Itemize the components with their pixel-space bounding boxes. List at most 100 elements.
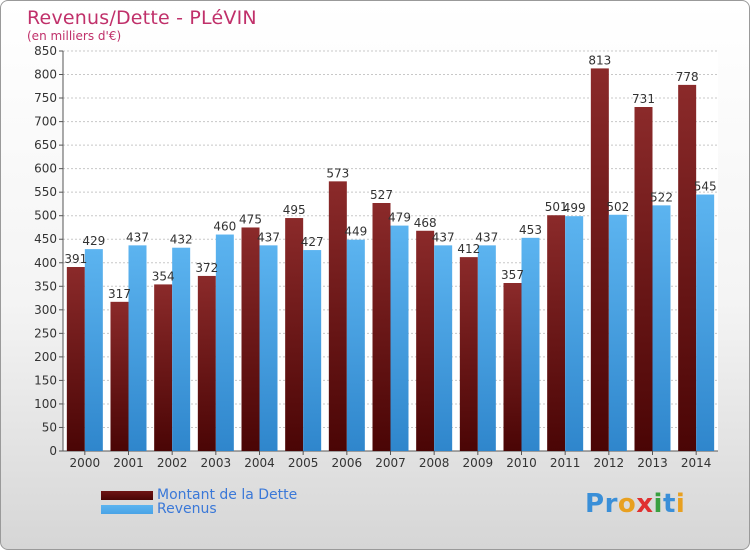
bar-revenue [390,225,409,451]
data-label-debt: 778 [676,70,699,84]
brand-letter: x [636,489,654,519]
data-label-debt: 391 [64,252,87,266]
y-tick-label: 50 [42,420,57,434]
bar-debt [459,257,478,451]
data-label-debt: 412 [457,242,480,256]
data-label-revenue: 437 [126,230,149,244]
data-label-debt: 731 [632,92,655,106]
y-tick-label: 650 [34,138,57,152]
y-tick-label: 550 [34,185,57,199]
data-label-revenue: 437 [257,230,280,244]
x-tick-label: 2008 [419,456,450,470]
y-tick-label: 250 [34,326,57,340]
x-tick-label: 2009 [463,456,494,470]
data-label-debt: 813 [588,53,611,67]
data-label-debt: 372 [195,261,218,275]
data-label-revenue: 432 [170,233,193,247]
y-tick-label: 500 [34,209,57,223]
data-label-revenue: 499 [563,201,586,215]
legend-label-debt: Montant de la Dette [157,487,298,503]
bar-revenue [477,245,496,451]
data-label-revenue: 545 [694,180,717,194]
data-label-revenue: 449 [344,225,367,239]
data-label-revenue: 429 [82,234,105,248]
bar-debt [547,215,566,451]
bar-debt [678,84,697,451]
data-label-revenue: 522 [650,190,673,204]
bar-revenue [565,216,584,451]
bar-revenue [652,205,671,451]
bar-debt [503,283,522,451]
x-tick-label: 2002 [157,456,188,470]
bar-revenue [608,214,627,451]
y-tick-label: 350 [34,279,57,293]
data-label-revenue: 502 [606,200,629,214]
legend-item-revenue: Revenus [101,502,297,516]
data-label-revenue: 479 [388,211,411,225]
bar-debt [590,68,609,451]
brand-letter: r [604,489,618,519]
y-tick-label: 200 [34,350,57,364]
y-tick-label: 300 [34,303,57,317]
legend-item-debt: Montant de la Dette [101,488,297,502]
bar-debt [328,181,347,451]
bar-debt [154,284,173,451]
x-tick-label: 2006 [332,456,363,470]
bar-revenue [84,249,103,451]
chart-title: Revenus/Dette - PLéVIN [27,7,257,29]
brand-letter: i [675,489,686,519]
data-label-revenue: 437 [432,230,455,244]
bar-debt [110,301,129,451]
bar-debt [416,230,435,451]
y-tick-label: 750 [34,91,57,105]
y-tick-label: 800 [34,68,57,82]
chart-subtitle: (en milliers d'€) [27,29,122,43]
bar-debt [634,107,653,451]
legend-swatch-debt [101,490,153,500]
bar-revenue [434,245,453,451]
x-tick-label: 2007 [375,456,406,470]
y-tick-label: 700 [34,115,57,129]
data-label-revenue: 460 [213,220,236,234]
x-tick-label: 2011 [550,456,581,470]
data-label-debt: 354 [152,269,175,283]
bar-revenue [128,245,147,451]
brand-letter: o [617,489,637,519]
y-tick-label: 400 [34,256,57,270]
x-tick-label: 2001 [113,456,144,470]
bar-debt [372,203,391,451]
data-label-debt: 468 [414,216,437,230]
bar-revenue [215,234,234,451]
brand-letter: t [662,489,676,519]
bar-revenue [346,239,365,451]
legend-swatch-revenue [101,504,153,514]
data-label-revenue: 437 [475,230,498,244]
x-tick-label: 2010 [506,456,537,470]
data-label-debt: 475 [239,212,262,226]
brand-logo: Proxiti [585,489,685,519]
legend: Montant de la Dette Revenus [101,488,297,516]
data-label-debt: 317 [108,287,131,301]
data-label-revenue: 427 [301,235,324,249]
y-tick-label: 150 [34,373,57,387]
x-tick-label: 2003 [201,456,232,470]
data-label-revenue: 453 [519,223,542,237]
bar-revenue [259,245,278,451]
x-tick-label: 2012 [594,456,625,470]
bar-debt [285,218,304,451]
bar-revenue [172,247,191,451]
data-label-debt: 357 [501,268,524,282]
y-tick-label: 0 [49,444,57,458]
y-tick-label: 850 [34,44,57,58]
x-tick-label: 2005 [288,456,319,470]
y-tick-label: 100 [34,397,57,411]
x-tick-label: 2004 [244,456,275,470]
x-tick-label: 2013 [637,456,668,470]
bar-debt [66,267,85,451]
bar-revenue [303,250,322,451]
data-label-debt: 495 [283,203,306,217]
bar-revenue [696,194,715,451]
brand-letter: i [653,489,663,519]
